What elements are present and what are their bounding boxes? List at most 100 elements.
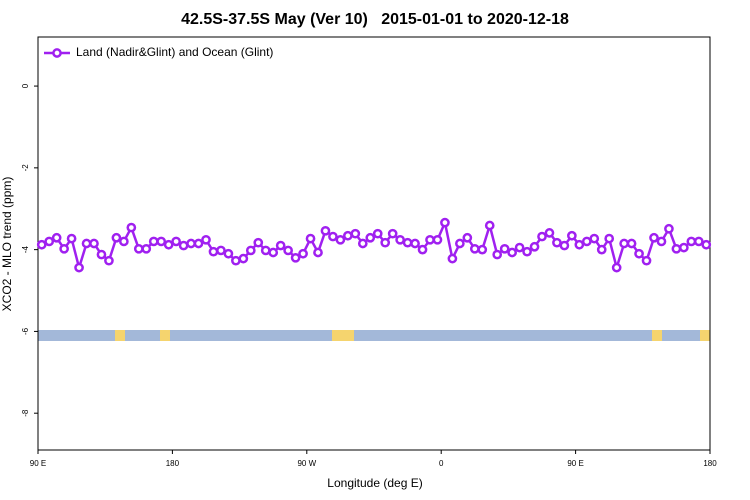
point xyxy=(469,243,480,254)
point xyxy=(365,232,376,243)
point xyxy=(104,255,114,266)
point xyxy=(44,236,55,247)
point xyxy=(231,255,241,266)
y-tick-label: -8 xyxy=(21,409,30,417)
point xyxy=(589,233,600,244)
point xyxy=(163,239,174,250)
x-axis-label: Longitude (deg E) xyxy=(327,476,422,490)
y-tick-label: -4 xyxy=(21,246,30,254)
point xyxy=(320,225,331,236)
x-tick-label: 90 E xyxy=(567,459,583,468)
point xyxy=(96,249,107,260)
point xyxy=(604,233,615,244)
legend-marker xyxy=(52,48,62,58)
point xyxy=(111,232,122,243)
point xyxy=(417,244,428,255)
point xyxy=(141,243,152,254)
point xyxy=(148,236,159,247)
point xyxy=(522,246,532,257)
point xyxy=(81,238,92,249)
point xyxy=(171,236,181,247)
point xyxy=(268,247,279,258)
point xyxy=(447,253,458,264)
point xyxy=(343,230,353,241)
point xyxy=(126,222,137,233)
point xyxy=(223,248,234,259)
point xyxy=(395,234,405,245)
point xyxy=(477,244,488,255)
point xyxy=(260,245,271,256)
land-patch xyxy=(332,330,354,341)
point xyxy=(133,243,144,254)
point xyxy=(216,245,226,256)
y-tick-label: -2 xyxy=(21,164,30,172)
point xyxy=(484,220,495,231)
point xyxy=(649,232,659,243)
point xyxy=(402,237,413,248)
x-tick-label: 90 W xyxy=(297,459,316,468)
point xyxy=(186,238,196,249)
point xyxy=(208,246,219,257)
point xyxy=(544,228,555,238)
point xyxy=(193,238,204,249)
point xyxy=(380,237,391,248)
point xyxy=(201,234,211,245)
point xyxy=(290,252,301,263)
point xyxy=(328,231,338,242)
point xyxy=(552,237,562,248)
point xyxy=(74,262,84,273)
land-ocean-strip xyxy=(38,330,710,341)
land-patch xyxy=(160,330,170,341)
point xyxy=(641,255,652,266)
point xyxy=(507,247,517,258)
point xyxy=(305,233,316,244)
point xyxy=(156,236,167,247)
land-patch xyxy=(700,330,710,341)
point xyxy=(664,223,674,234)
point xyxy=(634,248,644,259)
point xyxy=(119,236,129,247)
point xyxy=(440,217,450,228)
chart-title: 42.5S-37.5S May (Ver 10) 2015-01-01 to 2… xyxy=(181,11,569,28)
point xyxy=(410,238,420,249)
point xyxy=(574,239,585,250)
point xyxy=(581,236,592,247)
point xyxy=(567,230,577,241)
point xyxy=(335,234,346,245)
point xyxy=(66,233,77,244)
point xyxy=(559,240,570,251)
point xyxy=(656,236,667,247)
point xyxy=(372,228,383,239)
point xyxy=(492,249,503,260)
y-tick-label: 0 xyxy=(21,83,30,88)
x-tick-label: 0 xyxy=(439,459,444,468)
point xyxy=(701,239,712,250)
point xyxy=(238,253,249,264)
legend-label: Land (Nadir&Glint) and Ocean (Glint) xyxy=(76,45,273,59)
point xyxy=(36,239,47,250)
y-axis-label: XCO2 - MLO trend (ppm) xyxy=(0,177,14,312)
point xyxy=(499,243,510,254)
point xyxy=(387,228,398,239)
point xyxy=(313,247,323,258)
x-tick-label: 180 xyxy=(703,459,717,468)
point xyxy=(298,248,308,259)
point xyxy=(671,243,682,254)
point xyxy=(686,236,697,247)
point xyxy=(537,231,547,242)
y-tick-label: -6 xyxy=(21,327,30,335)
point xyxy=(425,234,435,245)
land-patch xyxy=(652,330,662,341)
point xyxy=(350,228,361,239)
land-patch xyxy=(115,330,125,341)
point xyxy=(626,238,637,249)
point xyxy=(462,232,473,243)
ocean-strip xyxy=(38,330,710,341)
point xyxy=(253,237,264,248)
point xyxy=(432,234,443,245)
point xyxy=(693,236,704,247)
point xyxy=(59,243,69,254)
point xyxy=(89,238,99,249)
point xyxy=(245,245,256,256)
